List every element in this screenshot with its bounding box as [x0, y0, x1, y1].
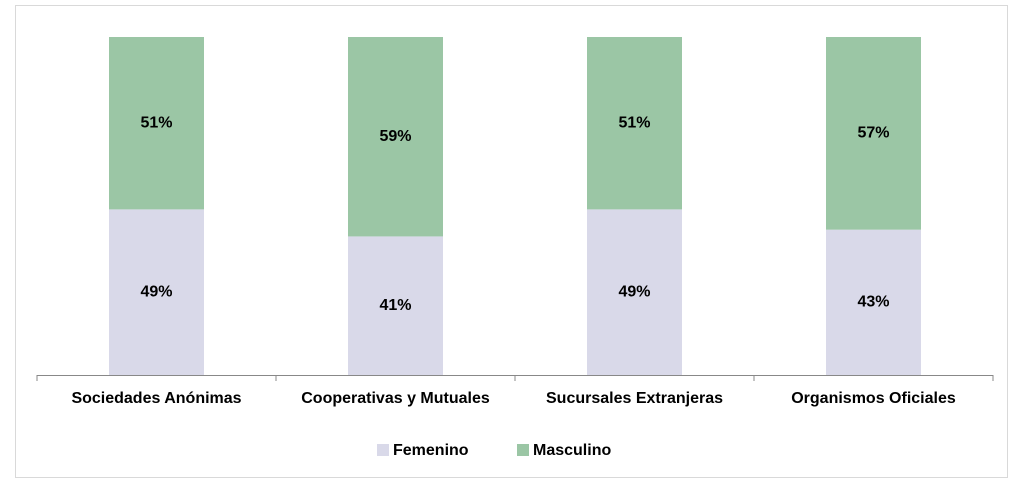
data-label: 41% — [379, 297, 411, 314]
bar-segment — [109, 37, 204, 210]
bar-segment — [826, 37, 921, 230]
x-tick-label: Cooperativas y Mutuales — [301, 390, 490, 407]
legend-swatch — [377, 444, 389, 456]
data-label: 43% — [857, 294, 889, 311]
x-tick-label: Sucursales Extranjeras — [546, 390, 723, 407]
data-label: 49% — [140, 283, 172, 300]
x-tick-label: Sociedades Anónimas — [71, 390, 241, 407]
data-label: 59% — [379, 128, 411, 145]
data-label: 51% — [140, 114, 172, 131]
legend-label: Masculino — [533, 442, 611, 459]
bar-segment — [826, 229, 921, 375]
bar-segment — [348, 236, 443, 375]
data-label: 51% — [618, 114, 650, 131]
legend-swatch — [517, 444, 529, 456]
data-label: 49% — [618, 283, 650, 300]
bar-segment — [587, 37, 682, 210]
x-tick-label: Organismos Oficiales — [791, 390, 956, 407]
bar-segment — [109, 209, 204, 375]
data-label: 57% — [857, 125, 889, 142]
legend-label: Femenino — [393, 442, 469, 459]
bar-segment — [348, 37, 443, 237]
bar-segment — [587, 209, 682, 375]
